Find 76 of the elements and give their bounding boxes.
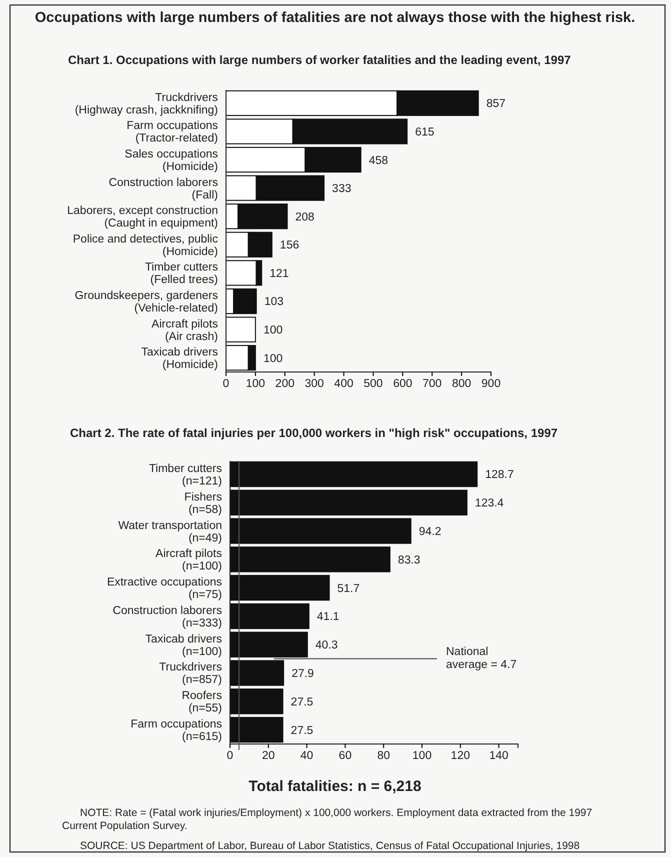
y-tick-label: Water transportation (n=49) [118,520,222,544]
bar [230,574,330,601]
total-label: 100 [263,324,283,337]
x-tick-label: 120 [450,750,470,762]
data-label: 41.1 [316,611,340,624]
total-label: 857 [486,98,506,110]
x-tick-label: 700 [422,378,442,390]
x-tick-label: 400 [334,378,354,390]
total-label: 333 [332,183,352,196]
bar [226,316,256,342]
data-label: 27.5 [290,696,314,708]
y-tick-label: Timber cutters (Felled trees) [144,262,218,286]
bar [230,518,412,544]
x-tick-label: 500 [364,378,383,390]
chart-subtitle: Chart 1. Occupations with large numbers of worker fatalities and the leading event, 1997 [68,53,572,67]
data-label: 83.3 [398,554,420,566]
total-label: 100 [263,352,283,365]
bar [230,688,284,714]
x-tick-label: 60 [338,750,352,762]
data-label: 128.7 [485,469,514,482]
data-label: 94.2 [418,526,442,538]
x-tick-label: 200 [275,378,294,390]
x-tick-label: 40 [300,750,314,762]
y-tick-label: Extractive occupations (n=75) [106,576,222,602]
bar [230,716,284,743]
x-tick-label: 80 [377,750,390,762]
data-label: 40.3 [315,640,338,652]
y-tick-label: Taxicab drivers (n=100) [145,633,222,658]
total-label: 121 [270,268,289,280]
annotation: National average = 4.7 [446,646,517,671]
data-label: 51.7 [337,582,360,595]
y-tick-label: Truckdrivers (n=857) [159,662,222,686]
y-tick-label: Taxicab drivers (Homicide) [141,346,218,372]
y-tick-label: Fishers (n=58) [184,491,222,516]
x-tick-label: 0 [222,378,230,390]
chart-title: Chart 2. The rate of fatal injuries per 100,000 workers in "high risk" occupations, 1997 [70,426,558,440]
x-tick-label: 0 [226,750,234,762]
y-tick-label: Timber cutters (n=121) [148,462,222,488]
y-tick-label: Farm occupations (Tractor-related) [126,120,218,145]
x-tick-label: 900 [481,378,501,390]
y-tick-label: Construction laborers (n=333) [112,604,222,630]
y-tick-label: Truckdrivers (Highway crash, jackknifing) [74,92,218,116]
bar [230,632,308,658]
total-label: 458 [368,154,388,167]
y-tick-label: Roofers (n=55) [182,690,222,715]
x-tick-label: 20 [262,750,275,762]
y-tick-label: Police and detectives, public (Homicide) [72,233,218,258]
bar [230,546,390,572]
x-tick-label: 140 [489,750,508,762]
x-tick-label: 300 [304,378,324,390]
bar [230,490,468,516]
bar [230,461,478,488]
total-label: 103 [264,296,284,308]
total-label: 156 [280,240,300,252]
x-tick-label: 800 [452,378,472,390]
x-tick-label: 600 [393,378,412,390]
text: NOTE: Rate = (Fatal work injuries/Employment) x 100,000 workers. Employment data extracted from the 1997 Current Population Survey. [62,807,592,832]
bar [230,660,284,686]
x-tick-label: 100 [412,750,432,762]
text: Total fatalities: n = 6,218 [248,778,422,795]
y-tick-label: Groundskeepers, gardeners (Vehicle-related) [74,290,218,314]
y-tick-label: Aircraft pilots (Air crash) [152,318,218,343]
data-label: 123.4 [474,498,504,510]
data-label: 27.5 [290,724,314,737]
y-tick-label: Farm occupations (n=615) [130,718,222,744]
bar [230,603,310,630]
y-tick-label: Aircraft pilots (n=100) [156,548,222,573]
chart-title: Occupations with large numbers of fatalities are not always those with the highest risk. [34,10,636,26]
y-tick-label: Laborers, except construction (Caught in equipment) [67,205,218,230]
y-tick-label: Construction laborers (Fall) [108,176,218,202]
source-note: SOURCE: US Department of Labor, Bureau of Labor Statistics, Census of Fatal Occupational Injuries, 1998 [80,840,580,852]
data-label: 27.9 [292,668,314,680]
y-tick-label: Sales occupations (Homicide) [124,148,218,174]
x-tick-label: 100 [246,378,266,390]
total-label: 208 [295,211,314,224]
total-label: 615 [415,126,434,138]
